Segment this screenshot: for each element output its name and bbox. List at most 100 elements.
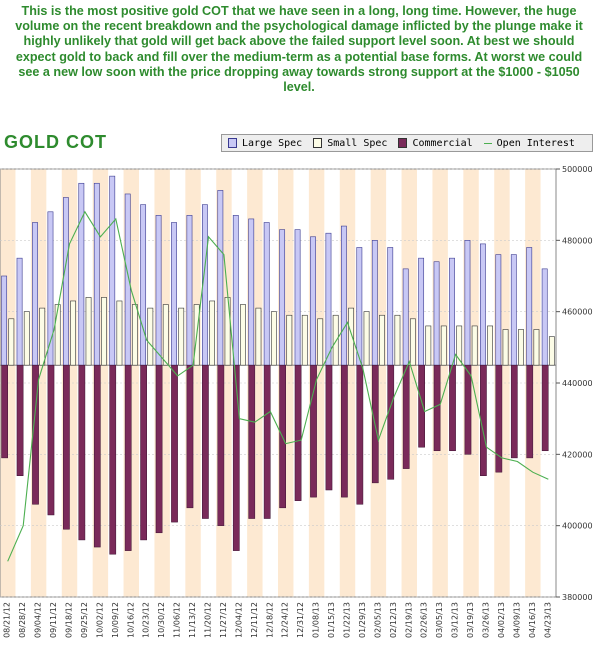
commercial-bar <box>541 364 549 452</box>
x-tick-label: 12/31/12 <box>296 602 305 638</box>
x-tick-label: 01/29/13 <box>358 602 367 638</box>
chart-title: GOLD COT <box>4 132 107 152</box>
x-tick-label: 09/18/12 <box>65 602 74 638</box>
commercial-bar <box>418 364 425 448</box>
small-spec-swatch <box>313 138 323 148</box>
commercial-bar <box>510 364 518 459</box>
y-tick-label: 440000 <box>562 379 593 388</box>
small-spec-bar <box>8 318 15 366</box>
small-spec-bar <box>147 307 154 366</box>
x-tick-label: 08/28/12 <box>18 602 27 638</box>
legend-large-spec: Large Spec <box>228 138 302 149</box>
commercial-bar <box>78 364 86 541</box>
commercial-bar <box>294 364 302 501</box>
commercial-bar <box>186 364 194 509</box>
commercial-bar <box>16 364 24 476</box>
small-spec-bar <box>240 304 246 366</box>
commercial-bar <box>263 364 271 519</box>
x-tick-label: 04/23/13 <box>543 602 552 638</box>
y-tick-label: 460000 <box>562 308 593 317</box>
small-spec-bar <box>487 325 493 366</box>
large-spec-bar <box>418 257 425 366</box>
large-spec-bar <box>263 222 270 366</box>
legend-small-spec: Small Spec <box>313 138 387 149</box>
large-spec-bar <box>387 247 394 366</box>
small-spec-bar <box>162 304 169 366</box>
large-spec-bar <box>402 268 409 366</box>
commercial-bar <box>310 364 317 498</box>
large-spec-bar <box>310 236 316 366</box>
large-spec-bar <box>279 229 286 366</box>
commercial-bar <box>63 364 70 530</box>
small-spec-bar <box>363 311 370 366</box>
small-spec-bar <box>39 307 46 366</box>
chart-legend: Large Spec Small Spec Commercial Open In… <box>221 134 593 152</box>
large-spec-bar <box>433 261 440 366</box>
x-tick-label: 04/16/13 <box>528 602 537 638</box>
x-tick-label: 01/15/13 <box>327 602 336 638</box>
large-spec-bar <box>464 240 471 366</box>
x-tick-label: 01/08/13 <box>312 602 321 638</box>
small-spec-bar <box>471 325 478 366</box>
small-spec-bar <box>178 307 185 366</box>
commercial-bar <box>155 364 163 534</box>
large-spec-bar <box>371 240 378 366</box>
commercial-swatch <box>398 138 408 148</box>
x-tick-label: 10/16/12 <box>126 602 135 638</box>
x-tick-label: 09/11/12 <box>49 602 58 638</box>
large-spec-bar <box>155 215 162 366</box>
y-tick-label: 500000 <box>562 165 593 174</box>
commercial-bar <box>341 364 348 498</box>
small-spec-bar <box>23 311 30 366</box>
y-tick-label: 420000 <box>562 450 593 459</box>
legend-large-spec-label: Large Spec <box>242 137 303 149</box>
x-tick-label: 01/22/13 <box>343 602 352 638</box>
y-tick-label: 400000 <box>562 522 593 531</box>
x-tick-label: 02/12/13 <box>389 602 398 638</box>
commercial-bar <box>1 364 8 459</box>
x-tick-label: 09/25/12 <box>80 602 89 638</box>
x-tick-label: 11/06/12 <box>173 602 182 638</box>
commercial-bar <box>217 364 225 526</box>
x-tick-label: 03/26/13 <box>482 602 491 638</box>
commercial-bar <box>93 364 101 548</box>
large-spec-bar <box>78 182 85 366</box>
large-spec-bar <box>1 275 8 366</box>
x-tick-label: 02/05/13 <box>373 602 382 638</box>
x-tick-label: 10/09/12 <box>111 602 120 638</box>
x-tick-label: 10/23/12 <box>142 602 151 638</box>
small-spec-bar <box>270 311 277 366</box>
y-tick-label: 480000 <box>562 236 593 245</box>
small-spec-bar <box>379 314 385 366</box>
legend-commercial: Commercial <box>398 138 473 149</box>
commercial-bar <box>202 364 209 519</box>
small-spec-bar <box>456 325 463 366</box>
small-spec-bar <box>533 329 540 366</box>
large-spec-bar <box>526 247 533 366</box>
commercial-bar <box>248 364 256 519</box>
x-tick-label: 12/11/12 <box>250 602 259 638</box>
large-spec-bar <box>495 254 502 366</box>
large-spec-bar <box>32 222 38 366</box>
legend-open-interest-label: Open Interest <box>496 137 575 149</box>
small-spec-bar <box>116 300 123 366</box>
commercial-bar <box>433 364 441 452</box>
small-spec-bar <box>348 307 354 366</box>
x-tick-label: 11/27/12 <box>219 602 228 638</box>
y-tick-label: 380000 <box>562 593 593 602</box>
x-tick-label: 02/26/13 <box>420 602 429 638</box>
x-tick-label: 10/30/12 <box>157 602 166 638</box>
large-spec-bar <box>232 215 239 366</box>
legend-open-interest: Open Interest <box>483 137 575 149</box>
commercial-bar <box>47 364 55 516</box>
commercial-bar <box>464 364 472 455</box>
x-tick-label: 11/20/12 <box>204 602 213 638</box>
large-spec-bar <box>325 232 332 366</box>
small-spec-bar <box>301 314 308 366</box>
small-spec-bar <box>502 329 509 366</box>
commercial-bar <box>387 364 395 480</box>
commercial-bar <box>124 364 132 551</box>
large-spec-bar <box>449 257 455 366</box>
x-tick-label: 09/04/12 <box>34 602 43 638</box>
x-tick-label: 03/19/13 <box>466 602 475 638</box>
